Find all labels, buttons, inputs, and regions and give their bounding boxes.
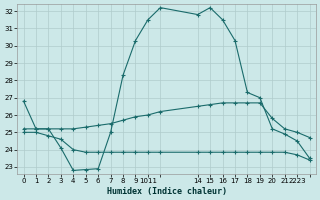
X-axis label: Humidex (Indice chaleur): Humidex (Indice chaleur): [107, 187, 227, 196]
